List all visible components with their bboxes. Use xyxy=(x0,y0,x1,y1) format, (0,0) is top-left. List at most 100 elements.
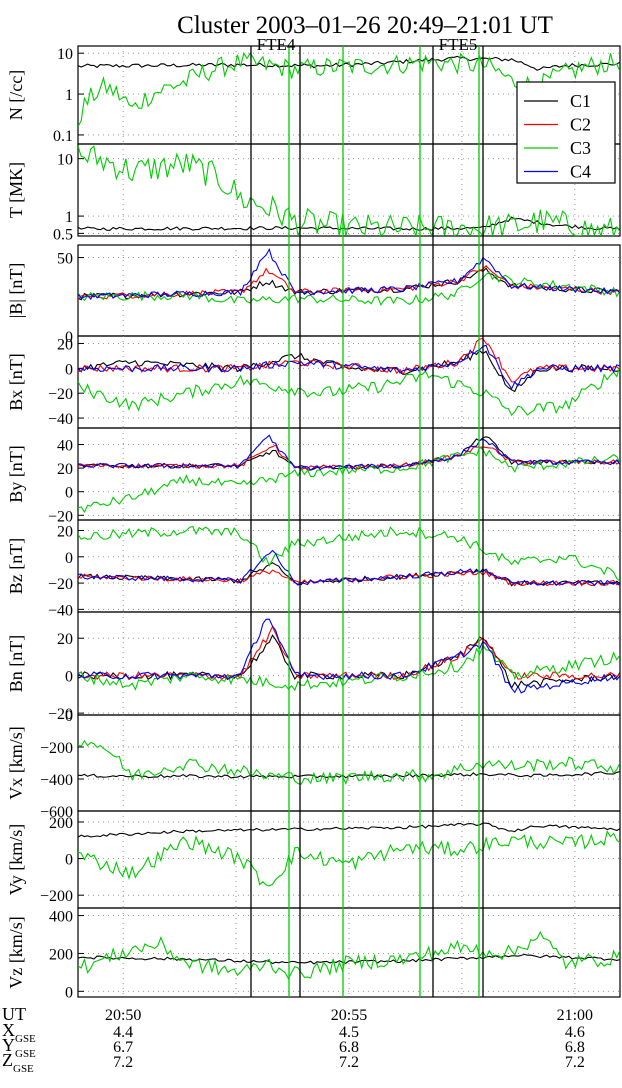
position-value: 7.2 xyxy=(113,1054,133,1071)
bottom-row-label: UT xyxy=(2,1004,26,1024)
y-tick-label: −20 xyxy=(48,576,73,593)
y-tick-label: −600 xyxy=(40,804,73,821)
y-tick-label: 10 xyxy=(57,46,73,63)
bottom-axis: UTXGSEYGSEZGSE20:504.46.77.220:554.56.87… xyxy=(2,1004,593,1075)
position-value: 4.4 xyxy=(113,1024,133,1041)
panel-by: 40 20 0 −20 By [nT] xyxy=(6,427,621,525)
legend-box xyxy=(516,81,616,184)
bottom-row-subscript: GSE xyxy=(15,1048,36,1060)
event-lines: FTE4 FTE5 xyxy=(250,35,484,997)
panel-t: 10 10.5 T [MK] xyxy=(6,143,621,243)
x-tick-label: 20:50 xyxy=(105,1007,141,1024)
y-axis-label: |B| [nT] xyxy=(6,263,26,319)
y-tick-label: 0 xyxy=(65,852,73,869)
series-line-c4 xyxy=(78,434,620,471)
panel-bx: 20 0 −20 −40 Bx [nT] xyxy=(6,335,621,429)
series-line-c1 xyxy=(78,822,620,838)
panel-frame xyxy=(77,714,621,812)
series-line-c3 xyxy=(78,145,620,236)
y-tick-label: −20 xyxy=(48,386,73,403)
bottom-row-subscript: GSE xyxy=(13,1063,34,1075)
series-line-c3 xyxy=(78,525,620,582)
position-value: 6.7 xyxy=(113,1039,133,1056)
y-axis-label: Bz [nT] xyxy=(6,538,26,594)
panel-vz: 400 200 0 Vz [km/s] xyxy=(6,907,621,1001)
y-tick-label: −40 xyxy=(48,411,73,428)
y-tick-label: 10 xyxy=(57,152,73,169)
panel-frame xyxy=(77,810,621,909)
series-line-c4 xyxy=(78,549,620,587)
panel-bz: 20 0 −20 −40 Bz [nT] xyxy=(6,519,621,619)
y-tick-label: 200 xyxy=(49,815,73,832)
x-tick-label: 20:55 xyxy=(331,1007,367,1024)
series-line-c2 xyxy=(78,444,620,471)
series-line-c1 xyxy=(78,634,620,690)
legend-label-c4: C4 xyxy=(570,162,591,182)
series-line-c1 xyxy=(78,953,620,965)
y-axis-label: By [nT] xyxy=(6,445,26,503)
y-axis-label: Bn [nT] xyxy=(6,635,26,693)
series-line-c4 xyxy=(78,248,620,301)
y-tick-label: 0.5 xyxy=(53,226,73,243)
y-tick-label: 20 xyxy=(57,631,73,648)
position-value: 7.2 xyxy=(565,1054,585,1071)
series-line-c4 xyxy=(78,344,620,390)
y-tick-label: −20 xyxy=(48,508,73,525)
y-tick-label: 0 xyxy=(65,550,73,567)
y-axis-label: Vy [km/s] xyxy=(6,824,26,896)
y-tick-label: 0 xyxy=(65,485,73,502)
y-tick-label: 0 xyxy=(65,361,73,378)
series-line-c3 xyxy=(78,365,620,417)
series-line-c4 xyxy=(78,618,620,694)
x-tick-label: 21:00 xyxy=(557,1007,593,1024)
series-line-c2 xyxy=(78,337,620,383)
position-value: 4.5 xyxy=(339,1024,359,1041)
series-line-c3 xyxy=(78,930,620,980)
series-line-c3 xyxy=(78,739,620,785)
panel-b: 50 0 |B| [nT] xyxy=(6,244,621,346)
series-line-c1 xyxy=(78,216,620,231)
series-line-c1 xyxy=(78,562,620,587)
event-label: FTE5 xyxy=(439,35,478,54)
position-value: 6.8 xyxy=(565,1039,585,1056)
y-axis-label: Vx [km/s] xyxy=(6,726,26,800)
y-tick-label: 20 xyxy=(57,524,73,541)
series-line-c3 xyxy=(78,271,620,306)
y-axis-label: N [/cc] xyxy=(6,70,26,120)
y-tick-label: 0.1 xyxy=(53,128,73,145)
y-tick-label: 0 xyxy=(65,984,73,1001)
y-axis-label: Vz [km/s] xyxy=(6,916,26,988)
y-tick-label: −20 xyxy=(48,706,73,723)
y-tick-label: −400 xyxy=(40,772,73,789)
event-label: FTE4 xyxy=(257,35,296,54)
legend-label-c2: C2 xyxy=(570,115,591,135)
bottom-row-subscript: GSE xyxy=(15,1033,36,1045)
legend: C1 C2 C3 C4 xyxy=(516,81,616,184)
y-axis-label: Bx [nT] xyxy=(6,353,26,411)
y-tick-label: 40 xyxy=(57,438,73,455)
series-line-c3 xyxy=(78,829,620,887)
y-tick-label: 50 xyxy=(57,251,73,268)
y-tick-label: 0 xyxy=(65,669,73,686)
y-tick-label: 0 xyxy=(65,329,73,346)
legend-label-c3: C3 xyxy=(570,138,591,158)
chart-title: Cluster 2003–01–26 20:49–21:01 UT xyxy=(177,12,553,39)
panel-vy: 200 0 −200 Vy [km/s] xyxy=(6,810,621,909)
series-line-c3 xyxy=(78,446,620,514)
y-tick-label: 0 xyxy=(65,708,73,725)
y-tick-label: 400 xyxy=(49,909,73,926)
position-value: 7.2 xyxy=(339,1054,359,1071)
y-tick-label: 200 xyxy=(49,946,73,963)
panel-vx: 0 −200 −400 −600 Vx [km/s] xyxy=(6,708,621,821)
y-tick-label: −40 xyxy=(48,602,73,619)
y-axis-label: T [MK] xyxy=(6,162,26,218)
y-tick-label: −200 xyxy=(40,740,73,757)
y-tick-label: −200 xyxy=(40,888,73,905)
y-tick-label: 20 xyxy=(57,461,73,478)
y-tick-label: 20 xyxy=(57,336,73,353)
position-value: 4.6 xyxy=(565,1024,585,1041)
position-value: 6.8 xyxy=(339,1039,359,1056)
